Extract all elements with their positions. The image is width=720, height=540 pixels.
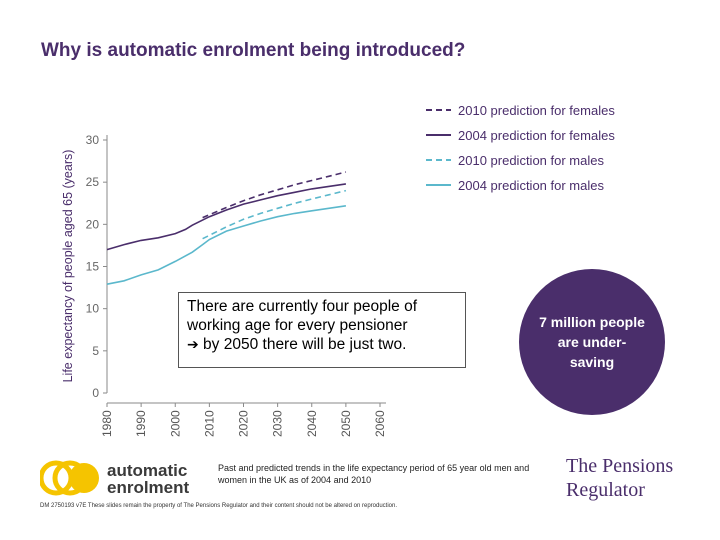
x-tick-label: 1990 <box>134 410 148 437</box>
callout-line-2: working age for every pensioner <box>187 317 408 334</box>
legend-label-2: 2010 prediction for males <box>458 153 604 168</box>
callout-line-1: There are currently four people of <box>187 298 418 315</box>
x-tick-label: 2000 <box>168 410 182 437</box>
legend-label-0: 2010 prediction for females <box>458 103 615 118</box>
y-axis-title: Life expectancy of people aged 65 (years… <box>61 150 75 383</box>
x-tick-label: 2050 <box>339 410 353 437</box>
chart-axes: 0 5 10 15 20 25 30 1980 1990 2000 2010 2020 2030 2040… <box>61 133 387 437</box>
automatic-enrolment-logo: automatic enrolment <box>107 462 189 496</box>
slide-title: Why is automatic enrolment being introdu… <box>41 40 466 61</box>
tpr-logo-line-2: Regulator <box>566 479 645 501</box>
series-line-1 <box>106 183 347 251</box>
series-line-0 <box>202 171 347 219</box>
x-tick-label: 2020 <box>237 410 251 437</box>
y-tick-label: 10 <box>86 302 100 316</box>
footer-disclaimer: DM 2750193 v7E These slides remain the p… <box>40 503 397 509</box>
x-tick-label: 2040 <box>305 410 319 437</box>
x-tick-label: 2030 <box>271 410 285 437</box>
chart-plot-area <box>106 171 347 285</box>
legend-label-3: 2004 prediction for males <box>458 178 604 193</box>
ae-logo-line-1: automatic <box>107 461 188 480</box>
x-tick-label: 1980 <box>100 410 114 437</box>
right-arrow-icon: ➔ <box>187 337 199 353</box>
y-tick-label: 25 <box>86 175 100 189</box>
y-tick-label: 30 <box>86 133 100 147</box>
y-tick-label: 5 <box>92 344 99 358</box>
callout-line-3-text: by 2050 there will be just two. <box>203 336 407 353</box>
callout-line-3: ➔ by 2050 there will be just two. <box>187 335 465 355</box>
automatic-enrolment-circles-icon <box>40 460 99 496</box>
tpr-logo-line-1: The Pensions <box>566 455 674 477</box>
chart-legend: 2010 prediction for females 2004 predicti… <box>426 103 615 193</box>
y-tick-label: 0 <box>92 386 99 400</box>
series-line-3 <box>106 205 347 285</box>
y-tick-label: 15 <box>86 260 100 274</box>
y-tick-label: 20 <box>86 217 100 231</box>
chart-caption: Past and predicted trends in the life ex… <box>218 463 530 485</box>
ae-logo-line-2: enrolment <box>107 478 190 497</box>
x-tick-label: 2060 <box>373 410 387 437</box>
x-tick-label: 2010 <box>202 410 216 437</box>
worker-ratio-callout: There are currently four people of worki… <box>178 292 466 368</box>
pensions-regulator-logo: The Pensions Regulator <box>566 454 673 502</box>
legend-label-1: 2004 prediction for females <box>458 128 615 143</box>
series-line-2 <box>202 189 347 240</box>
undersaving-circle: 7 million people are under-saving <box>519 269 665 415</box>
